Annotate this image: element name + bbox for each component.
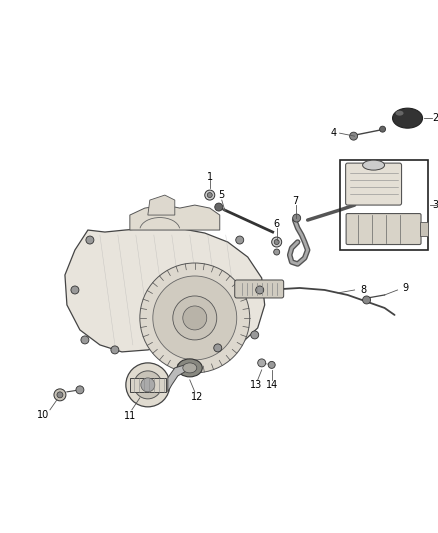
Text: 9: 9	[403, 283, 409, 293]
Ellipse shape	[183, 363, 197, 373]
Circle shape	[350, 132, 357, 140]
Text: 2: 2	[432, 113, 438, 123]
Text: 7: 7	[293, 196, 299, 206]
Circle shape	[272, 237, 282, 247]
Circle shape	[54, 389, 66, 401]
Circle shape	[293, 214, 300, 222]
Circle shape	[153, 276, 237, 360]
Ellipse shape	[392, 108, 423, 128]
Circle shape	[141, 378, 155, 392]
Bar	[420, 222, 427, 236]
Circle shape	[256, 286, 264, 294]
Text: 8: 8	[360, 285, 367, 295]
Circle shape	[380, 126, 385, 132]
Circle shape	[251, 331, 259, 339]
Polygon shape	[168, 365, 185, 392]
Circle shape	[140, 263, 250, 373]
Circle shape	[236, 236, 244, 244]
Polygon shape	[148, 195, 175, 215]
Text: 1: 1	[207, 172, 213, 182]
Ellipse shape	[396, 111, 403, 116]
Ellipse shape	[177, 359, 202, 377]
Circle shape	[173, 296, 217, 340]
FancyBboxPatch shape	[235, 280, 284, 298]
Circle shape	[363, 296, 371, 304]
Circle shape	[274, 249, 280, 255]
Text: 13: 13	[250, 380, 262, 390]
Text: 14: 14	[265, 380, 278, 390]
Text: 11: 11	[124, 411, 136, 421]
Circle shape	[205, 190, 215, 200]
Circle shape	[86, 236, 94, 244]
Circle shape	[215, 203, 223, 211]
Circle shape	[71, 286, 79, 294]
Circle shape	[57, 392, 63, 398]
Polygon shape	[65, 228, 265, 352]
Circle shape	[183, 306, 207, 330]
Text: 3: 3	[432, 200, 438, 210]
Text: 5: 5	[219, 190, 225, 200]
Text: 12: 12	[191, 392, 203, 402]
FancyBboxPatch shape	[346, 163, 402, 205]
Bar	[339, 160, 427, 250]
Circle shape	[274, 239, 279, 245]
Circle shape	[126, 363, 170, 407]
Polygon shape	[130, 205, 220, 230]
Circle shape	[81, 336, 89, 344]
Circle shape	[134, 371, 162, 399]
Text: 6: 6	[274, 219, 280, 229]
Bar	[130, 378, 166, 392]
Text: 10: 10	[37, 410, 49, 420]
Circle shape	[111, 346, 119, 354]
Text: 4: 4	[331, 128, 337, 138]
Circle shape	[76, 386, 84, 394]
Circle shape	[258, 359, 266, 367]
Circle shape	[207, 192, 212, 198]
Circle shape	[214, 344, 222, 352]
Circle shape	[268, 361, 275, 368]
Ellipse shape	[363, 160, 385, 170]
FancyBboxPatch shape	[346, 214, 421, 245]
